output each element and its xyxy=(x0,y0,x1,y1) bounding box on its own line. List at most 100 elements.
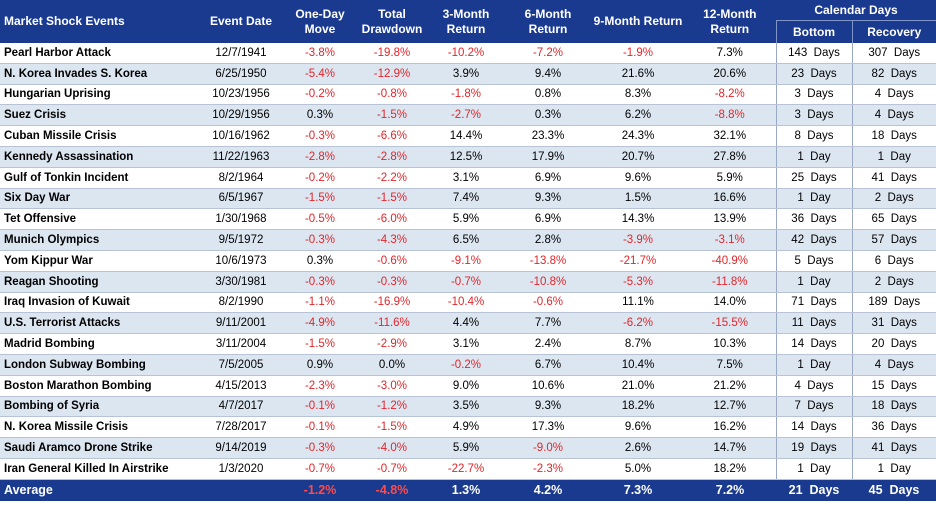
cell-6m: 2.4% xyxy=(504,333,592,355)
cell-drawdown: -2.2% xyxy=(356,167,428,189)
cell-9m: 24.3% xyxy=(592,125,684,147)
cell-6m: 0.3% xyxy=(504,104,592,127)
cell-recovery: 2 Days xyxy=(851,188,936,210)
cell-recovery: 15 Days xyxy=(851,375,936,397)
cell-one-day: -0.2% xyxy=(284,84,356,106)
cell-6m: 9.4% xyxy=(504,63,592,85)
cell-9m: 6.2% xyxy=(592,104,684,127)
cell-one-day: -0.3% xyxy=(284,229,356,251)
cell-event: Six Day War xyxy=(0,188,198,210)
cell-bottom: 14 Days xyxy=(775,416,852,439)
cell-9m: 21.6% xyxy=(592,63,684,85)
average-row: Average -1.2% -4.8% 1.3% 4.2% 7.3% 7.2% … xyxy=(0,479,936,501)
cell-6m: 6.9% xyxy=(504,208,592,231)
table-row: Munich Olympics 9/5/1972 -0.3% -4.3% 6.5% 2.8… xyxy=(0,229,936,251)
cell-bottom: 143 Days xyxy=(775,43,852,64)
cell-9m: -5.3% xyxy=(592,271,684,293)
cell-3m: -0.7% xyxy=(428,271,504,293)
cell-12m: 16.2% xyxy=(684,416,776,439)
cell-6m: 17.3% xyxy=(504,416,592,439)
header-calendar-days: Calendar Days xyxy=(776,0,936,21)
cell-one-day: -0.3% xyxy=(284,437,356,459)
cell-drawdown: -0.7% xyxy=(356,458,428,480)
cell-3m: -22.7% xyxy=(428,458,504,480)
cell-3m: 4.9% xyxy=(428,416,504,439)
cell-event: Hungarian Uprising xyxy=(0,84,198,106)
cell-recovery: 4 Days xyxy=(851,104,936,127)
average-3m: 1.3% xyxy=(428,479,504,501)
cell-date: 10/16/1962 xyxy=(198,125,284,147)
cell-bottom: 5 Days xyxy=(775,250,852,272)
cell-date: 9/5/1972 xyxy=(198,229,284,251)
cell-date: 10/29/1956 xyxy=(198,104,284,127)
cell-6m: -0.6% xyxy=(504,292,592,314)
cell-drawdown: -2.9% xyxy=(356,333,428,355)
cell-recovery: 4 Days xyxy=(851,354,936,376)
cell-date: 3/30/1981 xyxy=(198,271,284,293)
cell-6m: 0.8% xyxy=(504,84,592,106)
cell-event: Boston Marathon Bombing xyxy=(0,375,198,397)
cell-recovery: 65 Days xyxy=(851,208,936,231)
cell-6m: 7.7% xyxy=(504,312,592,335)
cell-date: 6/5/1967 xyxy=(198,188,284,210)
table-row: N. Korea Missile Crisis 7/28/2017 -0.1% -1.… xyxy=(0,416,936,439)
cell-date: 6/25/1950 xyxy=(198,63,284,85)
cell-recovery: 82 Days xyxy=(851,63,936,85)
cell-bottom: 3 Days xyxy=(775,84,852,106)
header-event: Market Shock Events xyxy=(0,0,198,43)
cell-one-day: -0.1% xyxy=(284,416,356,439)
cell-bottom: 1 Day xyxy=(775,354,852,376)
cell-date: 7/28/2017 xyxy=(198,416,284,439)
cell-3m: 3.5% xyxy=(428,396,504,418)
cell-one-day: -2.3% xyxy=(284,375,356,397)
table-row: Saudi Aramco Drone Strike 9/14/2019 -0.3% -… xyxy=(0,437,936,459)
average-label: Average xyxy=(0,479,198,501)
table-row: Iraq Invasion of Kuwait 8/2/1990 -1.1% -16.… xyxy=(0,292,936,314)
cell-event: Reagan Shooting xyxy=(0,271,198,293)
cell-recovery: 31 Days xyxy=(851,312,936,335)
cell-bottom: 14 Days xyxy=(775,333,852,355)
cell-9m: 8.7% xyxy=(592,333,684,355)
cell-event: Gulf of Tonkin Incident xyxy=(0,167,198,189)
cell-6m: -2.3% xyxy=(504,458,592,480)
cell-one-day: -1.1% xyxy=(284,292,356,314)
cell-6m: 9.3% xyxy=(504,188,592,210)
cell-date: 12/7/1941 xyxy=(198,43,284,64)
cell-drawdown: 0.0% xyxy=(356,354,428,376)
cell-12m: 13.9% xyxy=(684,208,776,231)
cell-drawdown: -11.6% xyxy=(356,312,428,335)
cell-recovery: 20 Days xyxy=(851,333,936,355)
cell-9m: 21.0% xyxy=(592,375,684,397)
cell-12m: 7.3% xyxy=(684,43,776,64)
table-row: U.S. Terrorist Attacks 9/11/2001 -4.9% -11.… xyxy=(0,312,936,335)
cell-12m: 16.6% xyxy=(684,188,776,210)
cell-recovery: 189 Days xyxy=(851,292,936,314)
cell-bottom: 36 Days xyxy=(775,208,852,231)
cell-date: 11/22/1963 xyxy=(198,146,284,168)
cell-one-day: -0.7% xyxy=(284,458,356,480)
header-12-month-return: 12-Month Return xyxy=(684,0,776,43)
cell-drawdown: -3.0% xyxy=(356,375,428,397)
table-row: Iran General Killed In Airstrike 1/3/2020… xyxy=(0,458,936,480)
cell-6m: -10.8% xyxy=(504,271,592,293)
cell-recovery: 36 Days xyxy=(851,416,936,439)
cell-bottom: 42 Days xyxy=(775,229,852,251)
cell-recovery: 1 Day xyxy=(851,146,936,168)
cell-9m: 11.1% xyxy=(592,292,684,314)
cell-date: 8/2/1964 xyxy=(198,167,284,189)
average-one-day: -1.2% xyxy=(284,479,356,501)
cell-bottom: 8 Days xyxy=(775,125,852,147)
table-row: Reagan Shooting 3/30/1981 -0.3% -0.3% -0.7% -… xyxy=(0,271,936,293)
cell-9m: -3.9% xyxy=(592,229,684,251)
cell-event: Kennedy Assassination xyxy=(0,146,198,168)
cell-one-day: -0.5% xyxy=(284,208,356,231)
cell-one-day: -3.8% xyxy=(284,43,356,64)
cell-bottom: 71 Days xyxy=(775,292,852,314)
cell-6m: 6.7% xyxy=(504,354,592,376)
cell-date: 1/3/2020 xyxy=(198,458,284,480)
table-row: Gulf of Tonkin Incident 8/2/1964 -0.2% -2.2… xyxy=(0,167,936,189)
cell-9m: -6.2% xyxy=(592,312,684,335)
cell-event: Munich Olympics xyxy=(0,229,198,251)
cell-one-day: -5.4% xyxy=(284,63,356,85)
